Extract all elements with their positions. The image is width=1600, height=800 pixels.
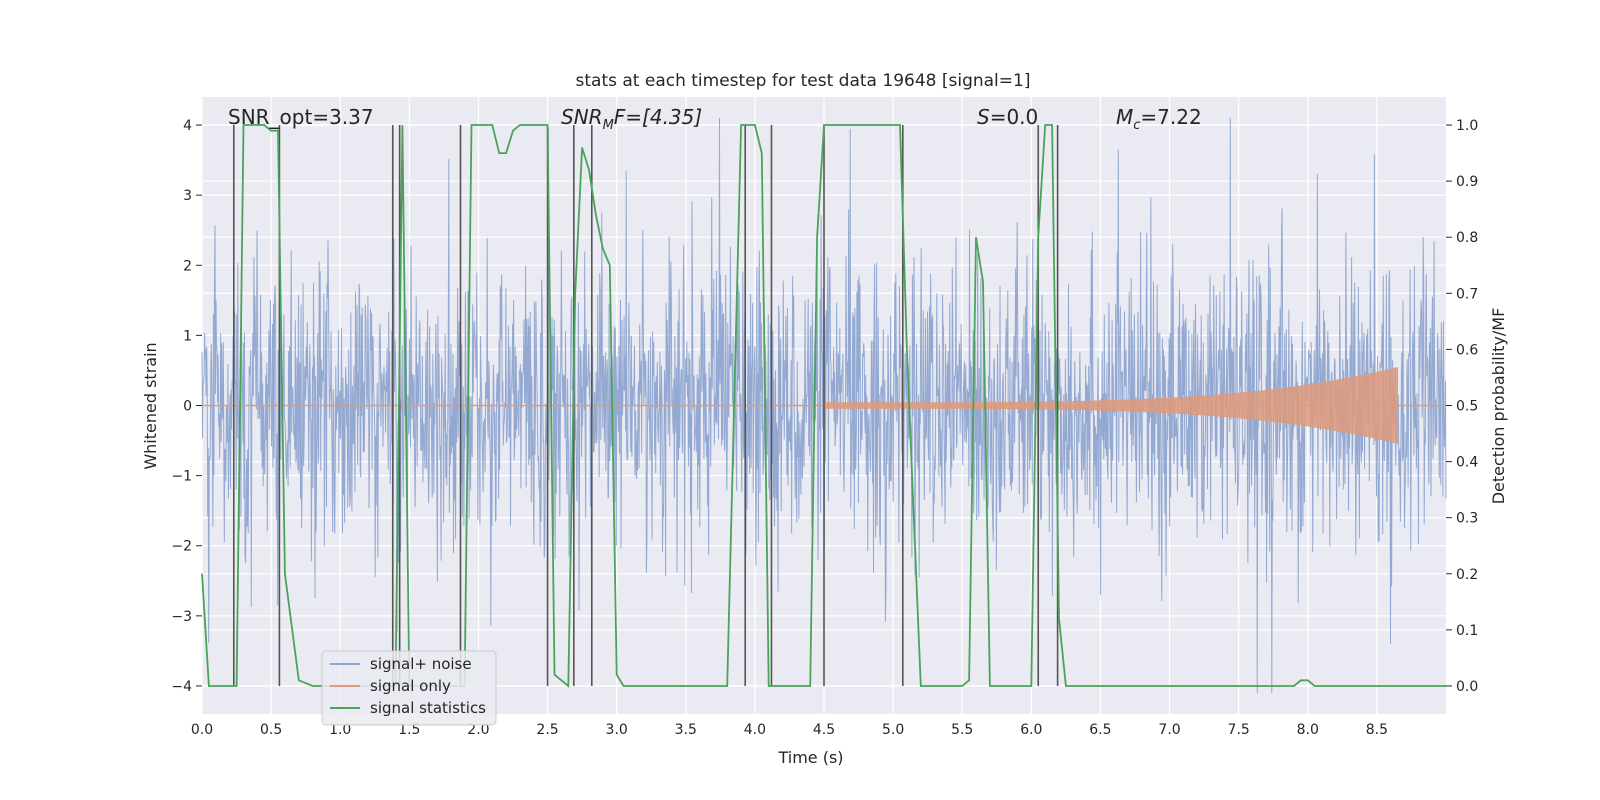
x-tick-label: 7.0 bbox=[1158, 722, 1180, 738]
chart-title: stats at each timestep for test data 196… bbox=[576, 71, 1031, 91]
annotation-s: S=0.0 bbox=[977, 105, 1038, 129]
y2-axis-label: Detection probability/MF bbox=[1489, 308, 1508, 505]
y-tick-label: −2 bbox=[171, 539, 192, 555]
x-tick-label: 8.5 bbox=[1366, 722, 1388, 738]
x-tick-label: 5.5 bbox=[951, 722, 973, 738]
y-axis-ticks: −4 −3 −2 −1 0 1 2 3 4 bbox=[171, 118, 202, 695]
legend-box bbox=[321, 650, 497, 726]
x-tick-label: 1.5 bbox=[398, 722, 420, 738]
y2-tick-label: 0.6 bbox=[1456, 342, 1478, 358]
y-tick-label: 1 bbox=[183, 328, 192, 344]
y-tick-label: 2 bbox=[183, 258, 192, 274]
x-tick-label: 0.5 bbox=[260, 722, 282, 738]
y-axis-label: Whitened strain bbox=[141, 342, 160, 469]
y-tick-label: 0 bbox=[183, 399, 192, 415]
legend: signal+ noise signal only signal statist… bbox=[321, 650, 497, 726]
x-tick-label: 4.5 bbox=[813, 722, 835, 738]
annotation-snr-mf-main: SNR bbox=[561, 105, 603, 129]
x-tick-label: 2.5 bbox=[536, 722, 558, 738]
x-tick-label: 6.5 bbox=[1089, 722, 1111, 738]
y2-tick-label: 0.1 bbox=[1456, 623, 1478, 639]
annotation-mc: Mc=7.22 bbox=[1116, 105, 1202, 133]
x-tick-label: 3.5 bbox=[675, 722, 697, 738]
x-tick-label: 2.0 bbox=[467, 722, 489, 738]
annotation-mc-sub: c bbox=[1133, 118, 1140, 133]
y2-tick-label: 0.0 bbox=[1456, 679, 1478, 695]
y2-tick-label: 0.7 bbox=[1456, 286, 1478, 302]
x-tick-label: 4.0 bbox=[744, 722, 766, 738]
signal-chirp bbox=[823, 367, 1398, 444]
y-tick-label: 4 bbox=[183, 118, 192, 134]
x-axis-label: Time (s) bbox=[777, 748, 843, 767]
annotation-snr-mf-sub: M bbox=[603, 118, 614, 133]
y2-axis-ticks: 0.0 0.1 0.2 0.3 0.4 0.5 0.6 0.7 0.8 0.9 1.0 bbox=[1446, 118, 1478, 695]
annotation-snr-opt: SNR_opt=3.37 bbox=[228, 105, 374, 129]
annotation-mc-rest: =7.22 bbox=[1140, 105, 1201, 129]
y-tick-label: 3 bbox=[183, 188, 192, 204]
y-tick-label: −1 bbox=[171, 469, 192, 485]
x-tick-label: 8.0 bbox=[1297, 722, 1319, 738]
legend-label-noise: signal+ noise bbox=[370, 655, 472, 673]
y2-tick-label: 0.2 bbox=[1456, 567, 1478, 583]
vertical-markers bbox=[232, 125, 1059, 686]
x-tick-label: 1.0 bbox=[329, 722, 351, 738]
y-tick-label: −3 bbox=[171, 609, 192, 625]
y2-tick-label: 0.9 bbox=[1456, 174, 1478, 190]
legend-label-stat: signal statistics bbox=[370, 699, 486, 717]
y2-tick-label: 0.5 bbox=[1456, 399, 1478, 415]
x-axis-ticks: 0.0 0.5 1.0 1.5 2.0 2.5 3.0 3.5 4.0 4.5 5.0 5.5 6.0 6… bbox=[191, 722, 1388, 738]
y2-tick-label: 0.4 bbox=[1456, 455, 1478, 471]
x-tick-label: 0.0 bbox=[191, 722, 213, 738]
annotation-snr-mf: SNRMF=[4.35] bbox=[561, 105, 702, 133]
y2-tick-label: 0.3 bbox=[1456, 511, 1478, 527]
x-tick-label: 5.0 bbox=[882, 722, 904, 738]
annotation-snr-mf-rest: F=[4.35] bbox=[614, 105, 702, 129]
x-tick-label: 3.0 bbox=[606, 722, 628, 738]
legend-label-signal: signal only bbox=[370, 677, 451, 695]
annotation-mc-main: M bbox=[1116, 105, 1133, 129]
y2-tick-label: 0.8 bbox=[1456, 230, 1478, 246]
y-tick-label: −4 bbox=[171, 679, 192, 695]
annotation-s-main: S bbox=[977, 105, 990, 129]
annotation-s-rest: =0.0 bbox=[990, 105, 1039, 129]
x-tick-label: 7.5 bbox=[1228, 722, 1250, 738]
y2-tick-label: 1.0 bbox=[1456, 118, 1478, 134]
x-tick-label: 6.0 bbox=[1020, 722, 1042, 738]
